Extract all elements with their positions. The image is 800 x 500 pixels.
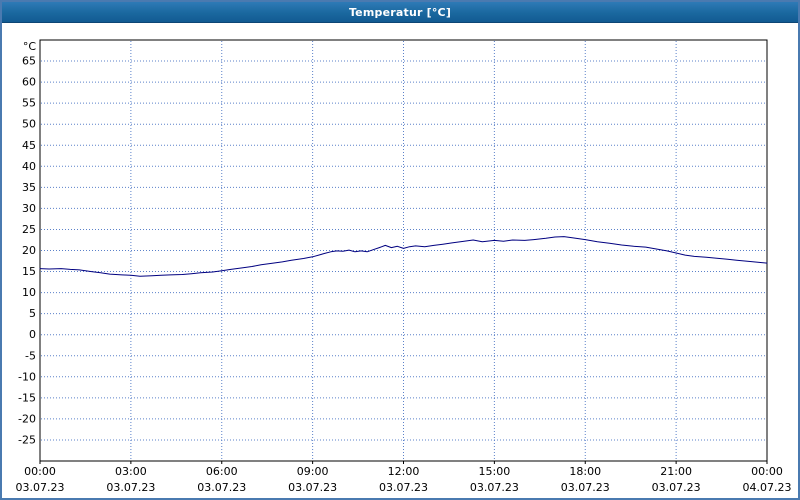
- y-tick-label: 65: [22, 55, 36, 68]
- x-date-label: 03.07.23: [288, 481, 337, 494]
- y-tick-label: 25: [22, 223, 36, 236]
- x-time-label: 03:00: [115, 465, 147, 478]
- y-tick-label: 40: [22, 160, 36, 173]
- y-tick-label: -10: [18, 370, 36, 383]
- y-tick-label: 15: [22, 265, 36, 278]
- window-title-bar[interactable]: Temperatur [°C]: [2, 2, 798, 23]
- x-date-label: 03.07.23: [470, 481, 519, 494]
- x-time-label: 12:00: [388, 465, 420, 478]
- x-time-label: 09:00: [297, 465, 329, 478]
- y-tick-label: -15: [18, 391, 36, 404]
- x-time-label: 18:00: [569, 465, 601, 478]
- x-time-label: 21:00: [660, 465, 692, 478]
- y-tick-label: 50: [22, 118, 36, 131]
- y-tick-label: 30: [22, 202, 36, 215]
- y-tick-label: 20: [22, 244, 36, 257]
- x-time-label: 06:00: [206, 465, 238, 478]
- y-tick-label: -5: [25, 349, 36, 362]
- x-date-label: 03.07.23: [197, 481, 246, 494]
- y-tick-label: 0: [29, 328, 36, 341]
- x-date-label: 03.07.23: [379, 481, 428, 494]
- y-tick-label: 45: [22, 139, 36, 152]
- window-title: Temperatur [°C]: [348, 5, 452, 19]
- y-tick-label: -20: [18, 412, 36, 425]
- x-date-label: 03.07.23: [16, 481, 65, 494]
- x-date-label: 03.07.23: [652, 481, 701, 494]
- y-axis-unit-label: °C: [23, 40, 37, 53]
- x-date-label: 03.07.23: [106, 481, 155, 494]
- y-tick-label: -25: [18, 433, 36, 446]
- x-date-label: 04.07.23: [743, 481, 792, 494]
- x-time-label: 00:00: [24, 465, 56, 478]
- x-time-label: 15:00: [479, 465, 511, 478]
- x-time-label: 00:00: [751, 465, 783, 478]
- y-tick-label: 60: [22, 76, 36, 89]
- y-tick-label: 10: [22, 286, 36, 299]
- x-date-label: 03.07.23: [561, 481, 610, 494]
- y-tick-label: 35: [22, 181, 36, 194]
- temperature-line: [39, 236, 768, 277]
- y-tick-label: 55: [22, 97, 36, 110]
- y-tick-label: 5: [29, 307, 36, 320]
